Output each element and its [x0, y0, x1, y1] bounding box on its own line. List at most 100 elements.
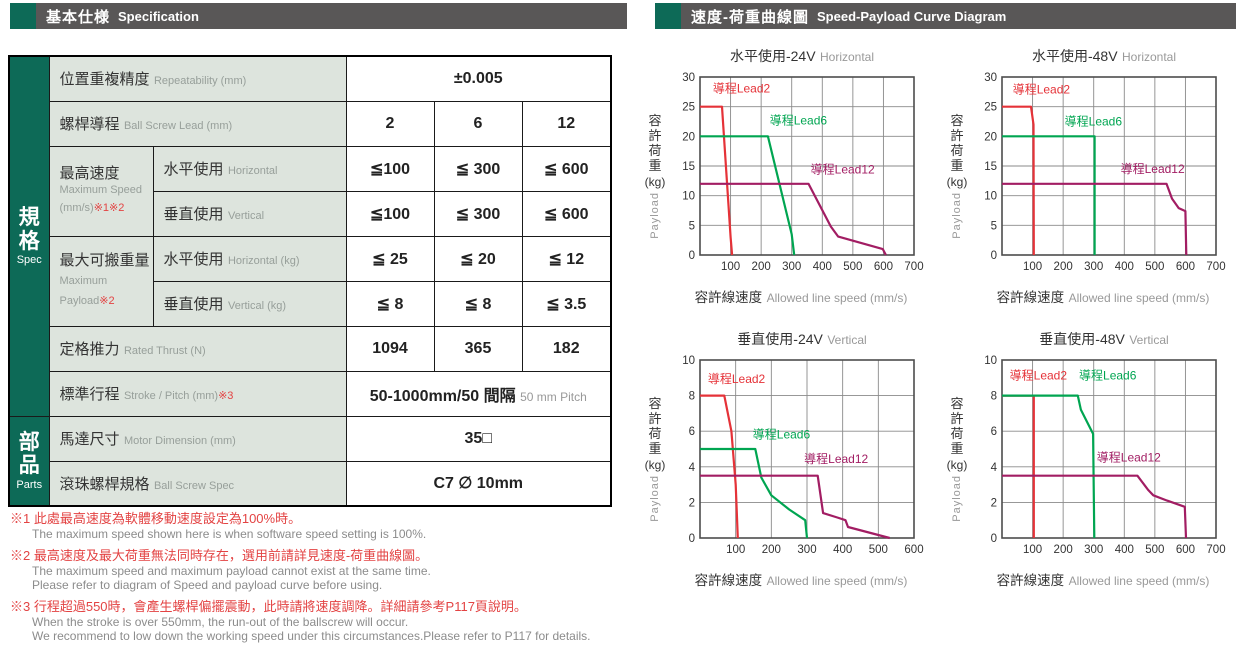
value-speed-v-lead12: ≦ 600	[521, 190, 612, 237]
svg-text:700: 700	[1206, 261, 1225, 273]
chart-plot-area: 100 200 300 400 500 600 700 0 5 10 15 20 25 30 導程Lead2…	[972, 69, 1230, 284]
svg-text:200: 200	[752, 261, 771, 273]
sub-label-payload-horizontal: 水平使用 Horizontal (kg)	[152, 235, 347, 282]
svg-text:700: 700	[1206, 544, 1225, 556]
svg-text:100: 100	[726, 544, 745, 556]
table-row: 螺桿導程 Ball Screw Lead (mm) 2 6 12	[9, 100, 612, 147]
curve-section-header: 速度-荷重曲線圖 Speed-Payload Curve Diagram	[655, 3, 1236, 29]
chart-vertical-24v: 垂直使用-24V Vertical 容 許 荷 重 (kg) Payload 1…	[640, 329, 934, 590]
table-row: 垂直使用 Vertical (kg) ≦ 8 ≦ 8 ≦ 3.5	[9, 280, 612, 327]
svg-text:15: 15	[984, 161, 997, 173]
speed-payload-chart-svg: 100 200 300 400 500 600 0 2 4 6 8 10 導程Lead2 導程Lead6 導…	[682, 355, 923, 556]
table-row: 部 品 Parts 馬達尺寸 Motor Dimension (mm) 35□	[8, 415, 612, 507]
curve-header-title-zh: 速度-荷重曲線圖	[691, 8, 809, 26]
value-payload-v-lead6: ≦ 8	[433, 280, 523, 327]
svg-text:600: 600	[874, 261, 893, 273]
value-payload-h-lead6: ≦ 20	[433, 235, 523, 282]
row-label-ball-screw-lead: 螺桿導程 Ball Screw Lead (mm)	[48, 100, 347, 147]
svg-text:600: 600	[904, 544, 923, 556]
value-lead-2: 2	[345, 100, 435, 147]
svg-text:2: 2	[991, 497, 997, 509]
svg-text:導程Lead2: 導程Lead2	[1013, 82, 1071, 97]
svg-text:5: 5	[689, 220, 695, 232]
parts-char: 部	[18, 430, 40, 454]
svg-text:100: 100	[1023, 261, 1042, 273]
svg-text:200: 200	[1054, 544, 1073, 556]
speed-payload-chart-svg: 100 200 300 400 500 600 700 0 2 4 6 8 10 導程Lead2 導程Lea…	[984, 355, 1225, 556]
svg-text:30: 30	[984, 72, 997, 84]
row-label-motor-dimension: 馬達尺寸 Motor Dimension (mm)	[48, 415, 347, 462]
svg-text:導程Lead6: 導程Lead6	[770, 112, 828, 127]
svg-text:導程Lead12: 導程Lead12	[1121, 161, 1185, 176]
svg-text:導程Lead6: 導程Lead6	[753, 426, 811, 441]
value-motor-dimension: 35□	[345, 415, 612, 462]
x-axis-label: 容許線速度 Allowed line speed (mm/s)	[694, 290, 908, 305]
chart-plot-area: 100 200 300 400 500 600 700 0 2 4 6 8 10 導程Lead2 導程Lea…	[972, 352, 1230, 567]
teal-accent-square	[10, 3, 36, 29]
y-axis-label: 容 許 荷 重 (kg) Payload	[946, 396, 968, 522]
x-axis-label: 容許線速度 Allowed line speed (mm/s)	[694, 573, 908, 588]
speed-payload-chart-svg: 100 200 300 400 500 600 700 0 5 10 15 20 25 30 導程Lead2…	[984, 72, 1225, 273]
svg-text:10: 10	[682, 355, 695, 367]
row-label-repeatability: 位置重複精度 Repeatability (mm)	[48, 55, 347, 102]
chart-horizontal-24v: 水平使用-24V Horizontal 容 許 荷 重 (kg) Payload…	[640, 46, 934, 307]
note-ref-3: ※3	[218, 390, 234, 402]
svg-text:500: 500	[843, 261, 862, 273]
chart-plot-area: 100 200 300 400 500 600 700 0 5 10 15 20 25 30 導程Lead2…	[670, 69, 928, 284]
value-repeatability: ±0.005	[345, 55, 612, 102]
sidebar-section-spec: 規 格 Spec	[8, 55, 50, 417]
svg-text:15: 15	[682, 161, 695, 173]
chart-title: 垂直使用-24V Vertical	[737, 331, 867, 347]
svg-text:30: 30	[682, 72, 695, 84]
svg-text:導程Lead12: 導程Lead12	[811, 162, 875, 177]
sub-label-speed-horizontal: 水平使用 Horizontal	[152, 145, 347, 192]
svg-text:10: 10	[984, 191, 997, 203]
svg-text:10: 10	[682, 191, 695, 203]
note-ref-1-2: ※1※2	[93, 202, 125, 215]
svg-text:導程Lead2: 導程Lead2	[713, 80, 771, 95]
svg-text:0: 0	[991, 250, 997, 262]
svg-text:2: 2	[689, 497, 695, 509]
svg-text:導程Lead6: 導程Lead6	[1065, 114, 1123, 129]
svg-text:600: 600	[1176, 544, 1195, 556]
value-speed-v-lead2: ≦100	[345, 190, 435, 237]
table-row: 最大可搬重量 Maximum Payload※2 水平使用 Horizontal…	[9, 235, 612, 327]
svg-text:8: 8	[991, 391, 997, 403]
svg-text:導程Lead12: 導程Lead12	[804, 451, 868, 466]
svg-text:400: 400	[1115, 261, 1134, 273]
value-thrust-lead12: 182	[521, 325, 612, 372]
sidebar-section-parts: 部 品 Parts	[8, 415, 50, 507]
svg-text:600: 600	[1176, 261, 1195, 273]
curve-header-bar: 速度-荷重曲線圖 Speed-Payload Curve Diagram	[681, 3, 1236, 29]
svg-text:300: 300	[1084, 261, 1103, 273]
table-row: 規 格 Spec 位置重複精度 Repeatability (mm) ±0.00…	[8, 55, 612, 417]
chart-vertical-48v: 垂直使用-48V Vertical 容 許 荷 重 (kg) Payload 1…	[942, 329, 1236, 590]
value-payload-h-lead2: ≦ 25	[345, 235, 435, 282]
svg-text:100: 100	[721, 261, 740, 273]
footnotes: ※1 此處最高速度為軟體移動速度設定為100%時。 The maximum sp…	[10, 511, 625, 650]
svg-text:導程Lead2: 導程Lead2	[708, 371, 766, 386]
svg-text:500: 500	[869, 544, 888, 556]
svg-text:6: 6	[689, 426, 695, 438]
svg-text:4: 4	[689, 462, 696, 474]
svg-text:500: 500	[1145, 261, 1164, 273]
value-speed-h-lead12: ≦ 600	[521, 145, 612, 192]
svg-text:導程Lead6: 導程Lead6	[1079, 368, 1137, 383]
curve-header-title-en: Speed-Payload Curve Diagram	[817, 8, 1007, 24]
svg-text:25: 25	[984, 102, 997, 114]
specification-table: 規 格 Spec 位置重複精度 Repeatability (mm) ±0.00…	[8, 55, 613, 507]
svg-text:導程Lead12: 導程Lead12	[1097, 449, 1161, 464]
svg-text:500: 500	[1145, 544, 1164, 556]
chart-plot-area: 100 200 300 400 500 600 0 2 4 6 8 10 導程Lead2 導程Lead6 導…	[670, 352, 928, 567]
svg-text:200: 200	[1054, 261, 1073, 273]
table-row: 定格推力 Rated Thrust (N) 1094 365 182	[9, 325, 612, 372]
row-label-ball-screw-spec: 滾珠螺桿規格 Ball Screw Spec	[48, 460, 347, 507]
x-axis-label: 容許線速度 Allowed line speed (mm/s)	[996, 290, 1210, 305]
svg-text:6: 6	[991, 426, 997, 438]
spec-header-title-en: Specification	[118, 8, 199, 24]
group-label-max-payload: 最大可搬重量 Maximum Payload※2	[48, 235, 154, 327]
value-payload-v-lead2: ≦ 8	[345, 280, 435, 327]
parts-en-label: Parts	[16, 478, 43, 491]
table-row: 最高速度 Maximum Speed (mm/s)※1※2 水平使用 Horiz…	[9, 145, 612, 237]
svg-text:700: 700	[904, 261, 923, 273]
